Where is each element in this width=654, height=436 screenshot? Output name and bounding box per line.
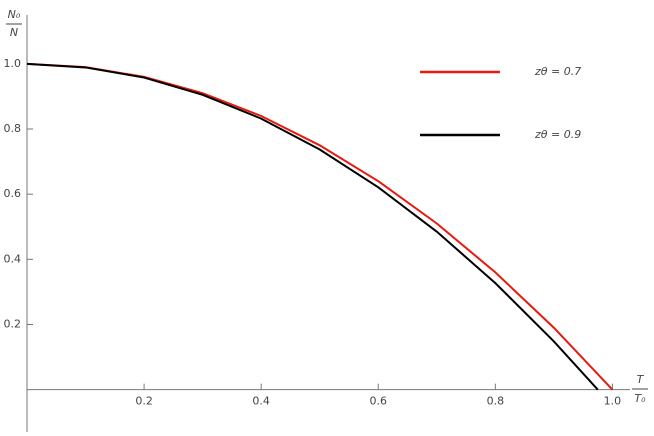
y-label-denominator: N — [10, 26, 18, 39]
y-tick-label: 1.0 — [4, 57, 22, 70]
legend-label: zθ = 0.9 — [534, 128, 581, 141]
legend-label: zθ = 0.7 — [534, 65, 581, 78]
y-tick-label: 0.8 — [4, 122, 22, 135]
x-tick-label: 0.4 — [252, 395, 270, 408]
y-tick-label: 0.4 — [4, 252, 22, 265]
x-tick-label: 0.6 — [370, 395, 388, 408]
x-label-denominator: T₀ — [634, 392, 646, 405]
series-line — [26, 62, 599, 391]
x-tick-label: 0.2 — [135, 395, 153, 408]
x-label-numerator: T — [637, 373, 645, 386]
x-tick-label: 0.8 — [487, 395, 505, 408]
y-tick-label: 0.6 — [4, 187, 22, 200]
series-line — [26, 62, 614, 391]
x-tick-label: 1.0 — [604, 395, 622, 408]
y-label-numerator: N₀ — [8, 8, 21, 21]
y-tick-label: 0.2 — [4, 317, 22, 330]
